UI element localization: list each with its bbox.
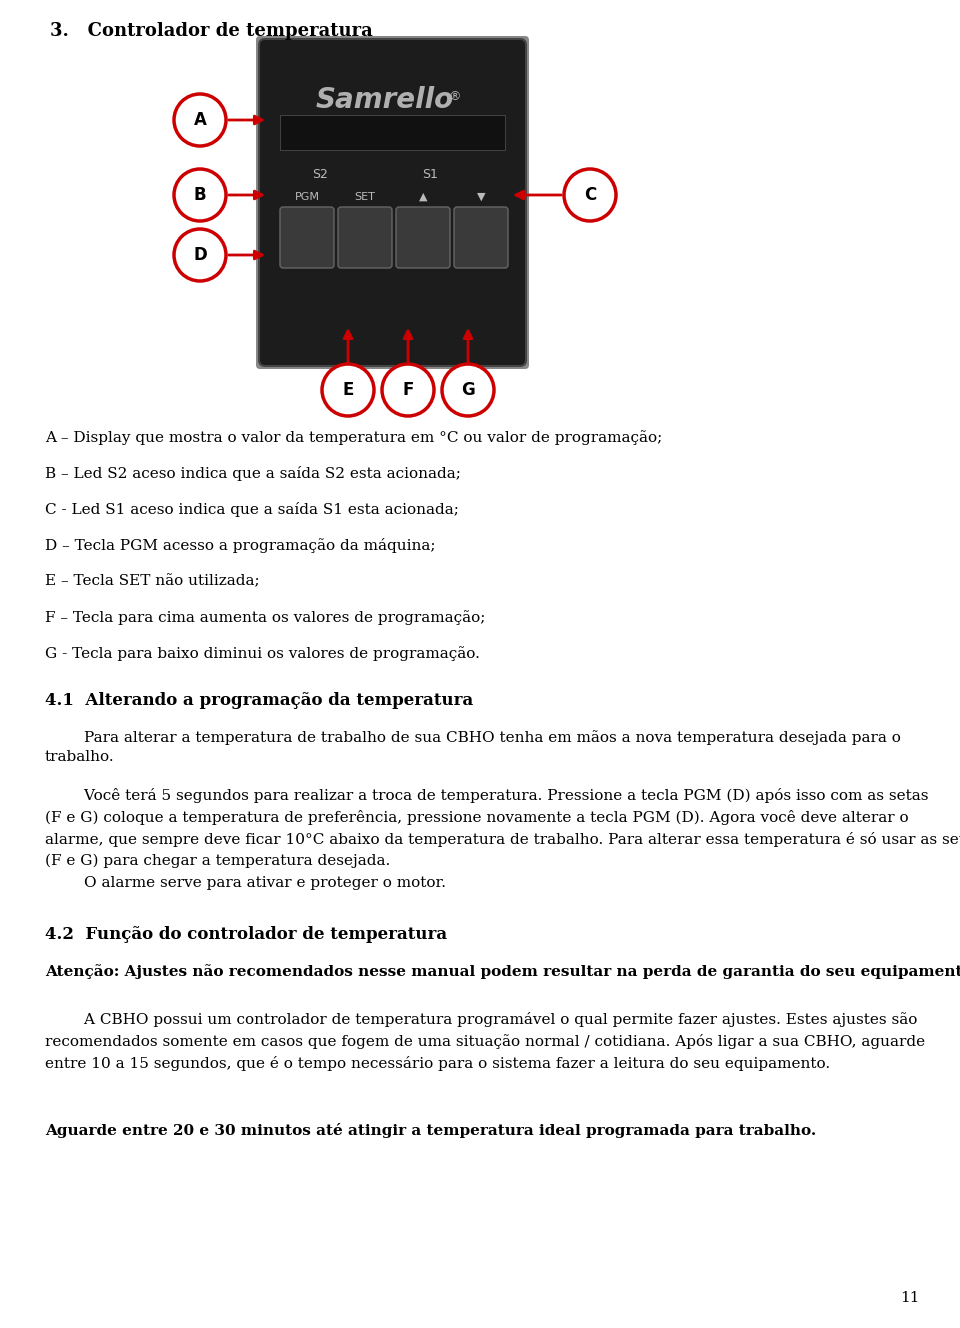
Circle shape <box>174 94 226 146</box>
Text: C - Led S1 aceso indica que a saída S1 esta acionada;: C - Led S1 aceso indica que a saída S1 e… <box>45 502 459 517</box>
Text: ®: ® <box>448 90 461 104</box>
Text: S2: S2 <box>312 169 328 182</box>
Text: B: B <box>194 186 206 205</box>
Text: Para alterar a temperatura de trabalho de sua CBHO tenha em mãos a nova temperat: Para alterar a temperatura de trabalho d… <box>45 730 900 764</box>
FancyBboxPatch shape <box>259 39 526 367</box>
Text: 3.   Controlador de temperatura: 3. Controlador de temperatura <box>50 23 372 40</box>
Circle shape <box>382 364 434 416</box>
Text: Atenção: Ajustes não recomendados nesse manual podem resultar na perda de garant: Atenção: Ajustes não recomendados nesse … <box>45 964 960 979</box>
Text: alarme, que sempre deve ficar 10°C abaixo da temperatura de trabalho. Para alter: alarme, que sempre deve ficar 10°C abaix… <box>45 833 960 847</box>
Text: A CBHO possui um controlador de temperatura programável o qual permite fazer aju: A CBHO possui um controlador de temperat… <box>45 1012 918 1027</box>
Text: Aguarde entre 20 e 30 minutos até atingir a temperatura ideal programada para tr: Aguarde entre 20 e 30 minutos até atingi… <box>45 1123 816 1138</box>
Circle shape <box>564 169 616 220</box>
Text: 11: 11 <box>900 1291 920 1305</box>
Text: D – Tecla PGM acesso a programação da máquina;: D – Tecla PGM acesso a programação da má… <box>45 538 436 552</box>
Text: A: A <box>194 112 206 129</box>
Text: Samrello: Samrello <box>316 86 454 114</box>
Text: ▼: ▼ <box>477 193 485 202</box>
Text: B – Led S2 aceso indica que a saída S2 esta acionada;: B – Led S2 aceso indica que a saída S2 e… <box>45 466 461 481</box>
Text: 4.2  Função do controlador de temperatura: 4.2 Função do controlador de temperatura <box>45 926 447 943</box>
Text: F: F <box>402 381 414 398</box>
Text: (F e G) coloque a temperatura de preferência, pressione novamente a tecla PGM (D: (F e G) coloque a temperatura de preferê… <box>45 810 908 825</box>
Circle shape <box>174 228 226 282</box>
Text: G - Tecla para baixo diminui os valores de programação.: G - Tecla para baixo diminui os valores … <box>45 645 480 661</box>
Text: E – Tecla SET não utilizada;: E – Tecla SET não utilizada; <box>45 574 259 588</box>
Text: SET: SET <box>354 193 375 202</box>
Circle shape <box>322 364 374 416</box>
Text: O alarme serve para ativar e proteger o motor.: O alarme serve para ativar e proteger o … <box>45 876 446 890</box>
Text: PGM: PGM <box>295 193 320 202</box>
Text: C: C <box>584 186 596 205</box>
FancyBboxPatch shape <box>396 207 450 268</box>
Text: entre 10 a 15 segundos, que é o tempo necessário para o sistema fazer a leitura : entre 10 a 15 segundos, que é o tempo ne… <box>45 1056 830 1070</box>
FancyBboxPatch shape <box>280 207 334 268</box>
Circle shape <box>174 169 226 220</box>
FancyBboxPatch shape <box>338 207 392 268</box>
Text: S1: S1 <box>422 169 438 182</box>
Text: ▲: ▲ <box>419 193 427 202</box>
Text: Você terá 5 segundos para realizar a troca de temperatura. Pressione a tecla PGM: Você terá 5 segundos para realizar a tro… <box>45 788 928 803</box>
FancyBboxPatch shape <box>280 116 505 150</box>
Text: E: E <box>343 381 353 398</box>
FancyBboxPatch shape <box>454 207 508 268</box>
Circle shape <box>442 364 494 416</box>
Text: G: G <box>461 381 475 398</box>
Text: 4.1  Alterando a programação da temperatura: 4.1 Alterando a programação da temperatu… <box>45 692 473 709</box>
Text: D: D <box>193 246 206 264</box>
Text: A – Display que mostra o valor da temperatura em °C ou valor de programação;: A – Display que mostra o valor da temper… <box>45 430 662 445</box>
Text: (F e G) para chegar a temperatura desejada.: (F e G) para chegar a temperatura deseja… <box>45 854 391 869</box>
Text: F – Tecla para cima aumenta os valores de programação;: F – Tecla para cima aumenta os valores d… <box>45 610 486 625</box>
Text: recomendados somente em casos que fogem de uma situação normal / cotidiana. Após: recomendados somente em casos que fogem … <box>45 1035 925 1049</box>
FancyBboxPatch shape <box>256 36 529 369</box>
